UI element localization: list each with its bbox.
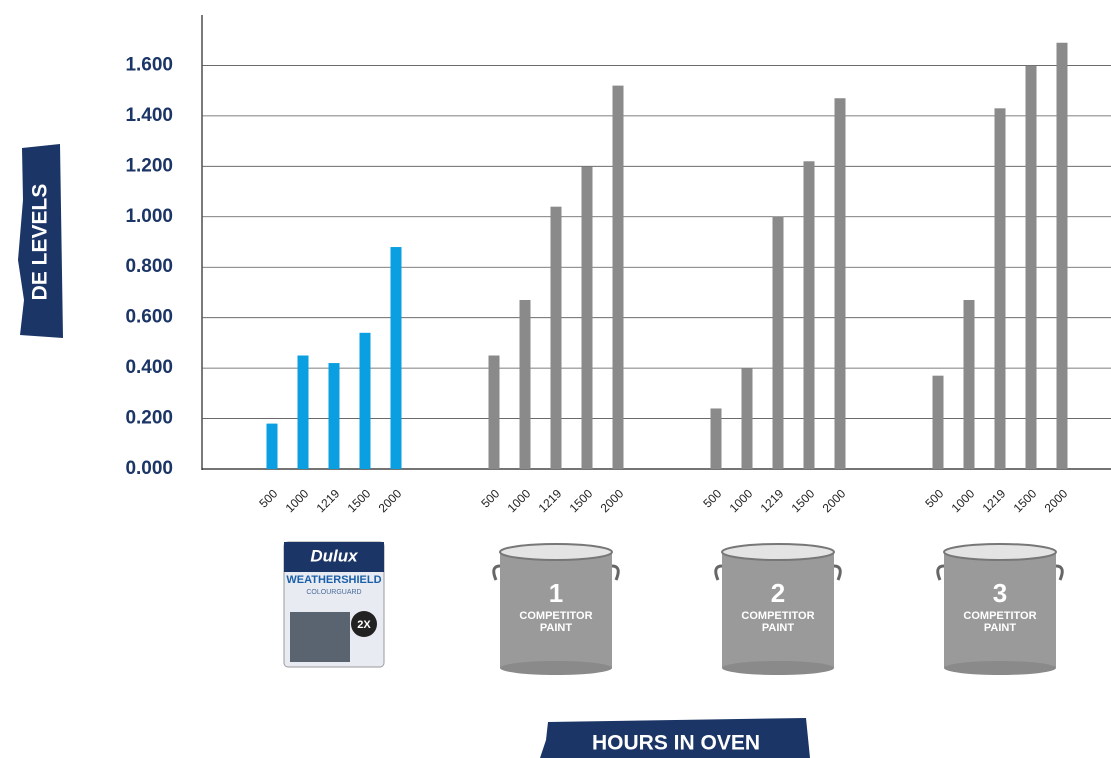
- x-tick-label: 1000: [505, 486, 534, 515]
- bar: [582, 166, 593, 469]
- x-tick-label: 1500: [1011, 486, 1040, 515]
- bar: [711, 408, 722, 469]
- can-lid: [722, 544, 834, 560]
- bar: [329, 363, 340, 469]
- x-tick-label: 1219: [314, 486, 343, 515]
- y-tick-label: 1.600: [125, 54, 173, 75]
- bar: [835, 98, 846, 469]
- x-tick-label: 2000: [598, 486, 627, 515]
- bar: [360, 333, 371, 469]
- x-tick-label: 1219: [758, 486, 787, 515]
- y-tick-label: 1.000: [125, 206, 173, 227]
- bar: [551, 207, 562, 469]
- bar: [1057, 43, 1068, 469]
- can-bottom: [500, 661, 612, 675]
- y-axis-label: DE LEVELS: [29, 184, 52, 301]
- can-bottom: [722, 661, 834, 675]
- bar: [267, 424, 278, 469]
- x-tick-label: 1500: [345, 486, 374, 515]
- bar: [391, 247, 402, 469]
- can-number: 2: [771, 578, 785, 608]
- chart: DE LEVELS HOURS IN OVEN 0.000 0.200 0.400 0…: [0, 0, 1111, 758]
- x-tick-label: 1219: [536, 486, 565, 515]
- x-tick-label: 2000: [376, 486, 405, 515]
- can-bottom: [944, 661, 1056, 675]
- y-tick-label: 0.000: [125, 458, 173, 479]
- can-label: PAINT: [540, 622, 572, 634]
- can-label: PAINT: [762, 622, 794, 634]
- y-tick-label: 0.800: [125, 256, 173, 277]
- product-can: Dulux WEATHERSHIELD COLOURGUARD 2X: [284, 542, 384, 667]
- x-tick-label: 2000: [1042, 486, 1071, 515]
- bar: [933, 376, 944, 469]
- bar: [804, 161, 815, 469]
- can-label: PAINT: [984, 622, 1016, 634]
- x-tick-label: 500: [478, 486, 502, 510]
- x-tick-label: 1000: [283, 486, 312, 515]
- bar: [995, 108, 1006, 469]
- y-tick-label: 1.200: [125, 155, 173, 176]
- y-tick-label: 0.200: [125, 408, 173, 429]
- bar: [964, 300, 975, 469]
- bar: [1026, 65, 1037, 469]
- y-tick-label: 0.400: [125, 357, 173, 378]
- can-label: COMPETITOR: [741, 610, 814, 622]
- can-lid: [500, 544, 612, 560]
- can-house: [290, 612, 350, 662]
- bar: [742, 368, 753, 469]
- bar: [773, 217, 784, 469]
- bar: [613, 86, 624, 469]
- can-label: COMPETITOR: [963, 610, 1036, 622]
- can-badge: 2X: [357, 619, 371, 631]
- bar: [298, 356, 309, 470]
- y-tick-label: 1.400: [125, 105, 173, 126]
- bar: [520, 300, 531, 469]
- can-brand: Dulux: [310, 546, 359, 565]
- x-tick-label: 1500: [789, 486, 818, 515]
- bar: [489, 356, 500, 470]
- can-label: COMPETITOR: [519, 610, 592, 622]
- can-name: WEATHERSHIELD: [286, 574, 381, 586]
- x-tick-label: 1000: [727, 486, 756, 515]
- can-number: 1: [549, 578, 563, 608]
- x-tick-label: 500: [256, 486, 280, 510]
- y-tick-label: 0.600: [125, 307, 173, 328]
- x-tick-label: 500: [922, 486, 946, 510]
- x-tick-label: 1219: [980, 486, 1009, 515]
- can-subname: COLOURGUARD: [306, 589, 361, 596]
- x-tick-label: 500: [700, 486, 724, 510]
- x-tick-label: 1500: [567, 486, 596, 515]
- can-lid: [944, 544, 1056, 560]
- can-number: 3: [993, 578, 1007, 608]
- x-tick-label: 2000: [820, 486, 849, 515]
- x-tick-label: 1000: [949, 486, 978, 515]
- x-axis-label: HOURS IN OVEN: [592, 732, 760, 755]
